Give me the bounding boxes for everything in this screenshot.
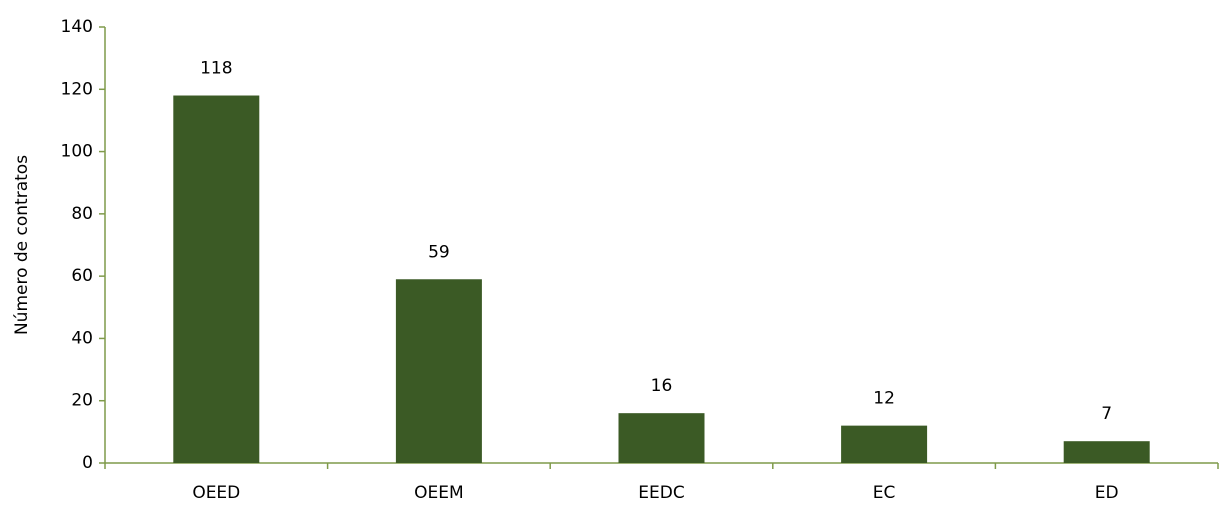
y-axis-label: Número de contratos	[12, 155, 32, 335]
y-tick-label: 40	[71, 328, 93, 348]
y-tick-label: 80	[71, 204, 93, 224]
bar	[395, 279, 482, 463]
y-tick-label: 120	[61, 79, 93, 99]
bar	[173, 95, 260, 463]
bar	[1063, 441, 1150, 463]
y-tick-label: 0	[82, 453, 93, 473]
bar	[618, 413, 705, 463]
data-label: 12	[873, 389, 895, 409]
x-tick-label: OEEM	[414, 483, 464, 503]
x-tick-label: ED	[1095, 483, 1119, 503]
data-label: 7	[1101, 404, 1112, 424]
data-label: 16	[651, 376, 673, 396]
x-tick-label: OEED	[192, 483, 240, 503]
y-tick-label: 60	[71, 266, 93, 286]
y-tick-label: 20	[71, 391, 93, 411]
y-tick-label: 140	[61, 17, 93, 37]
y-tick-label: 100	[61, 142, 93, 162]
data-label: 59	[428, 242, 450, 262]
x-tick-label: EC	[873, 483, 896, 503]
data-label: 118	[200, 59, 232, 79]
x-tick-label: EEDC	[638, 483, 684, 503]
bar	[841, 425, 928, 463]
